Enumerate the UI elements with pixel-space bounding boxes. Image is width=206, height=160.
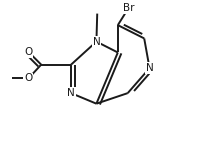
Text: Br: Br (123, 3, 135, 13)
Text: N: N (92, 37, 100, 47)
Text: N: N (67, 88, 75, 98)
Text: O: O (24, 47, 33, 57)
Text: N: N (146, 63, 153, 73)
Text: O: O (24, 73, 33, 83)
